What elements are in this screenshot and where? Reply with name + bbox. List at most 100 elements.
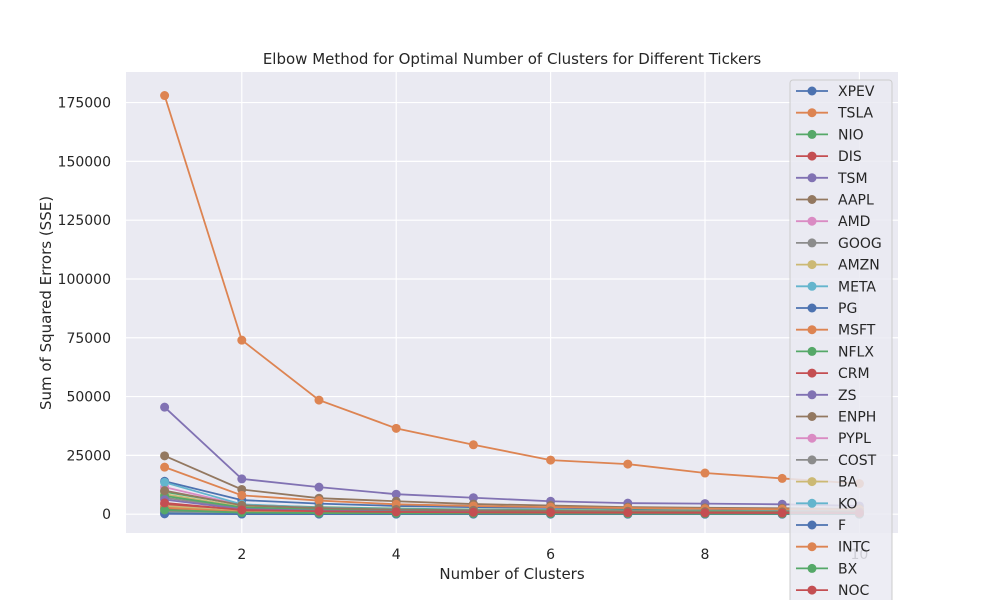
legend-item: BA bbox=[796, 475, 858, 491]
y-tick-label: 125000 bbox=[58, 213, 111, 229]
legend-item: COST bbox=[796, 453, 877, 469]
legend-label: NFLX bbox=[838, 344, 874, 360]
series-line bbox=[164, 501, 860, 514]
legend-marker bbox=[807, 173, 817, 183]
y-tick-label: 150000 bbox=[58, 154, 111, 170]
data-point bbox=[237, 474, 247, 484]
legend-marker bbox=[807, 498, 817, 508]
legend-label: GOOG bbox=[838, 236, 882, 252]
legend-marker bbox=[807, 260, 817, 270]
legend-marker bbox=[807, 238, 817, 248]
data-point bbox=[777, 508, 787, 518]
legend-label: ZS bbox=[838, 388, 857, 404]
legend-marker bbox=[807, 325, 817, 335]
legend-label: AAPL bbox=[838, 193, 874, 209]
data-point bbox=[160, 402, 170, 412]
y-tick-label: 25000 bbox=[66, 448, 111, 464]
data-point bbox=[546, 508, 556, 518]
legend-label: AMD bbox=[838, 214, 870, 230]
legend-marker bbox=[807, 368, 817, 378]
data-point bbox=[546, 455, 556, 465]
legend-marker bbox=[807, 303, 817, 313]
series-line bbox=[164, 466, 860, 511]
data-point bbox=[237, 335, 247, 345]
legend-marker bbox=[807, 542, 817, 552]
legend-marker bbox=[807, 412, 817, 421]
legend-marker bbox=[807, 151, 817, 161]
x-axis-label: Number of Clusters bbox=[439, 565, 584, 583]
data-point bbox=[160, 505, 170, 515]
x-tick-label: 2 bbox=[237, 547, 246, 563]
legend-label: PG bbox=[838, 301, 857, 317]
data-point bbox=[160, 486, 170, 496]
series-line bbox=[163, 406, 860, 507]
legend-marker bbox=[807, 585, 817, 595]
data-point bbox=[160, 477, 170, 487]
legend-marker bbox=[807, 520, 817, 530]
legend-label: NOC bbox=[838, 583, 869, 599]
legend-item: CRM bbox=[796, 366, 870, 382]
legend-item: META bbox=[796, 279, 876, 295]
legend-label: PYPL bbox=[838, 431, 871, 447]
legend-marker bbox=[807, 108, 817, 118]
legend-item: DIS bbox=[796, 149, 862, 165]
legend-marker bbox=[807, 195, 817, 204]
legend-marker bbox=[807, 129, 817, 139]
data-point bbox=[468, 507, 478, 517]
data-point bbox=[777, 473, 787, 483]
data-point bbox=[391, 507, 401, 517]
legend-item: PG bbox=[796, 301, 857, 317]
data-point bbox=[314, 482, 324, 492]
series-line bbox=[163, 95, 860, 485]
data-point bbox=[160, 451, 170, 461]
legend-item: BX bbox=[796, 561, 858, 577]
data-point bbox=[314, 395, 324, 405]
x-tick-label: 6 bbox=[546, 547, 555, 563]
legend-item: AAPL bbox=[796, 193, 874, 209]
legend-label: XPEV bbox=[838, 84, 875, 100]
legend-item: TSLA bbox=[796, 106, 874, 122]
x-tick-label: 8 bbox=[701, 547, 710, 563]
legend-marker bbox=[807, 455, 817, 465]
legend-item: INTC bbox=[796, 540, 870, 556]
data-point bbox=[700, 508, 710, 518]
legend-item: ZS bbox=[796, 388, 857, 404]
legend-item: AMD bbox=[796, 214, 870, 230]
x-tick-label: 4 bbox=[392, 547, 401, 563]
y-tick-label: 100000 bbox=[58, 272, 111, 288]
legend-label: DIS bbox=[838, 149, 862, 165]
y-tick-label: 75000 bbox=[66, 331, 111, 347]
legend-item: ENPH bbox=[796, 410, 876, 426]
legend-label: BA bbox=[838, 475, 858, 491]
series-line bbox=[164, 455, 860, 510]
legend-label: F bbox=[838, 518, 846, 534]
data-point bbox=[468, 493, 478, 503]
legend-item: XPEV bbox=[796, 84, 875, 100]
data-point bbox=[237, 490, 247, 500]
legend-item: NIO bbox=[796, 127, 864, 143]
legend-item: AMZN bbox=[796, 258, 880, 274]
legend-item: GOOG bbox=[796, 236, 882, 252]
legend-item: PYPL bbox=[796, 431, 871, 447]
legend-item: TSM bbox=[796, 171, 868, 187]
data-point bbox=[391, 423, 401, 433]
legend-label: NIO bbox=[838, 127, 864, 143]
data-point bbox=[700, 468, 710, 478]
legend-marker bbox=[807, 216, 817, 226]
data-point bbox=[314, 496, 324, 506]
legend-marker bbox=[807, 86, 817, 96]
data-point bbox=[623, 508, 633, 518]
chart-title: Elbow Method for Optimal Number of Clust… bbox=[263, 50, 762, 68]
series-line bbox=[164, 489, 860, 513]
data-point bbox=[160, 462, 170, 472]
legend-label: TSLA bbox=[837, 106, 874, 122]
data-point bbox=[623, 459, 633, 469]
legend-marker bbox=[807, 281, 817, 291]
data-point bbox=[314, 506, 324, 516]
data-point bbox=[160, 91, 170, 101]
legend-marker bbox=[807, 346, 817, 356]
legend-label: META bbox=[838, 279, 876, 295]
legend-label: AMZN bbox=[838, 258, 880, 274]
data-point bbox=[391, 489, 401, 499]
